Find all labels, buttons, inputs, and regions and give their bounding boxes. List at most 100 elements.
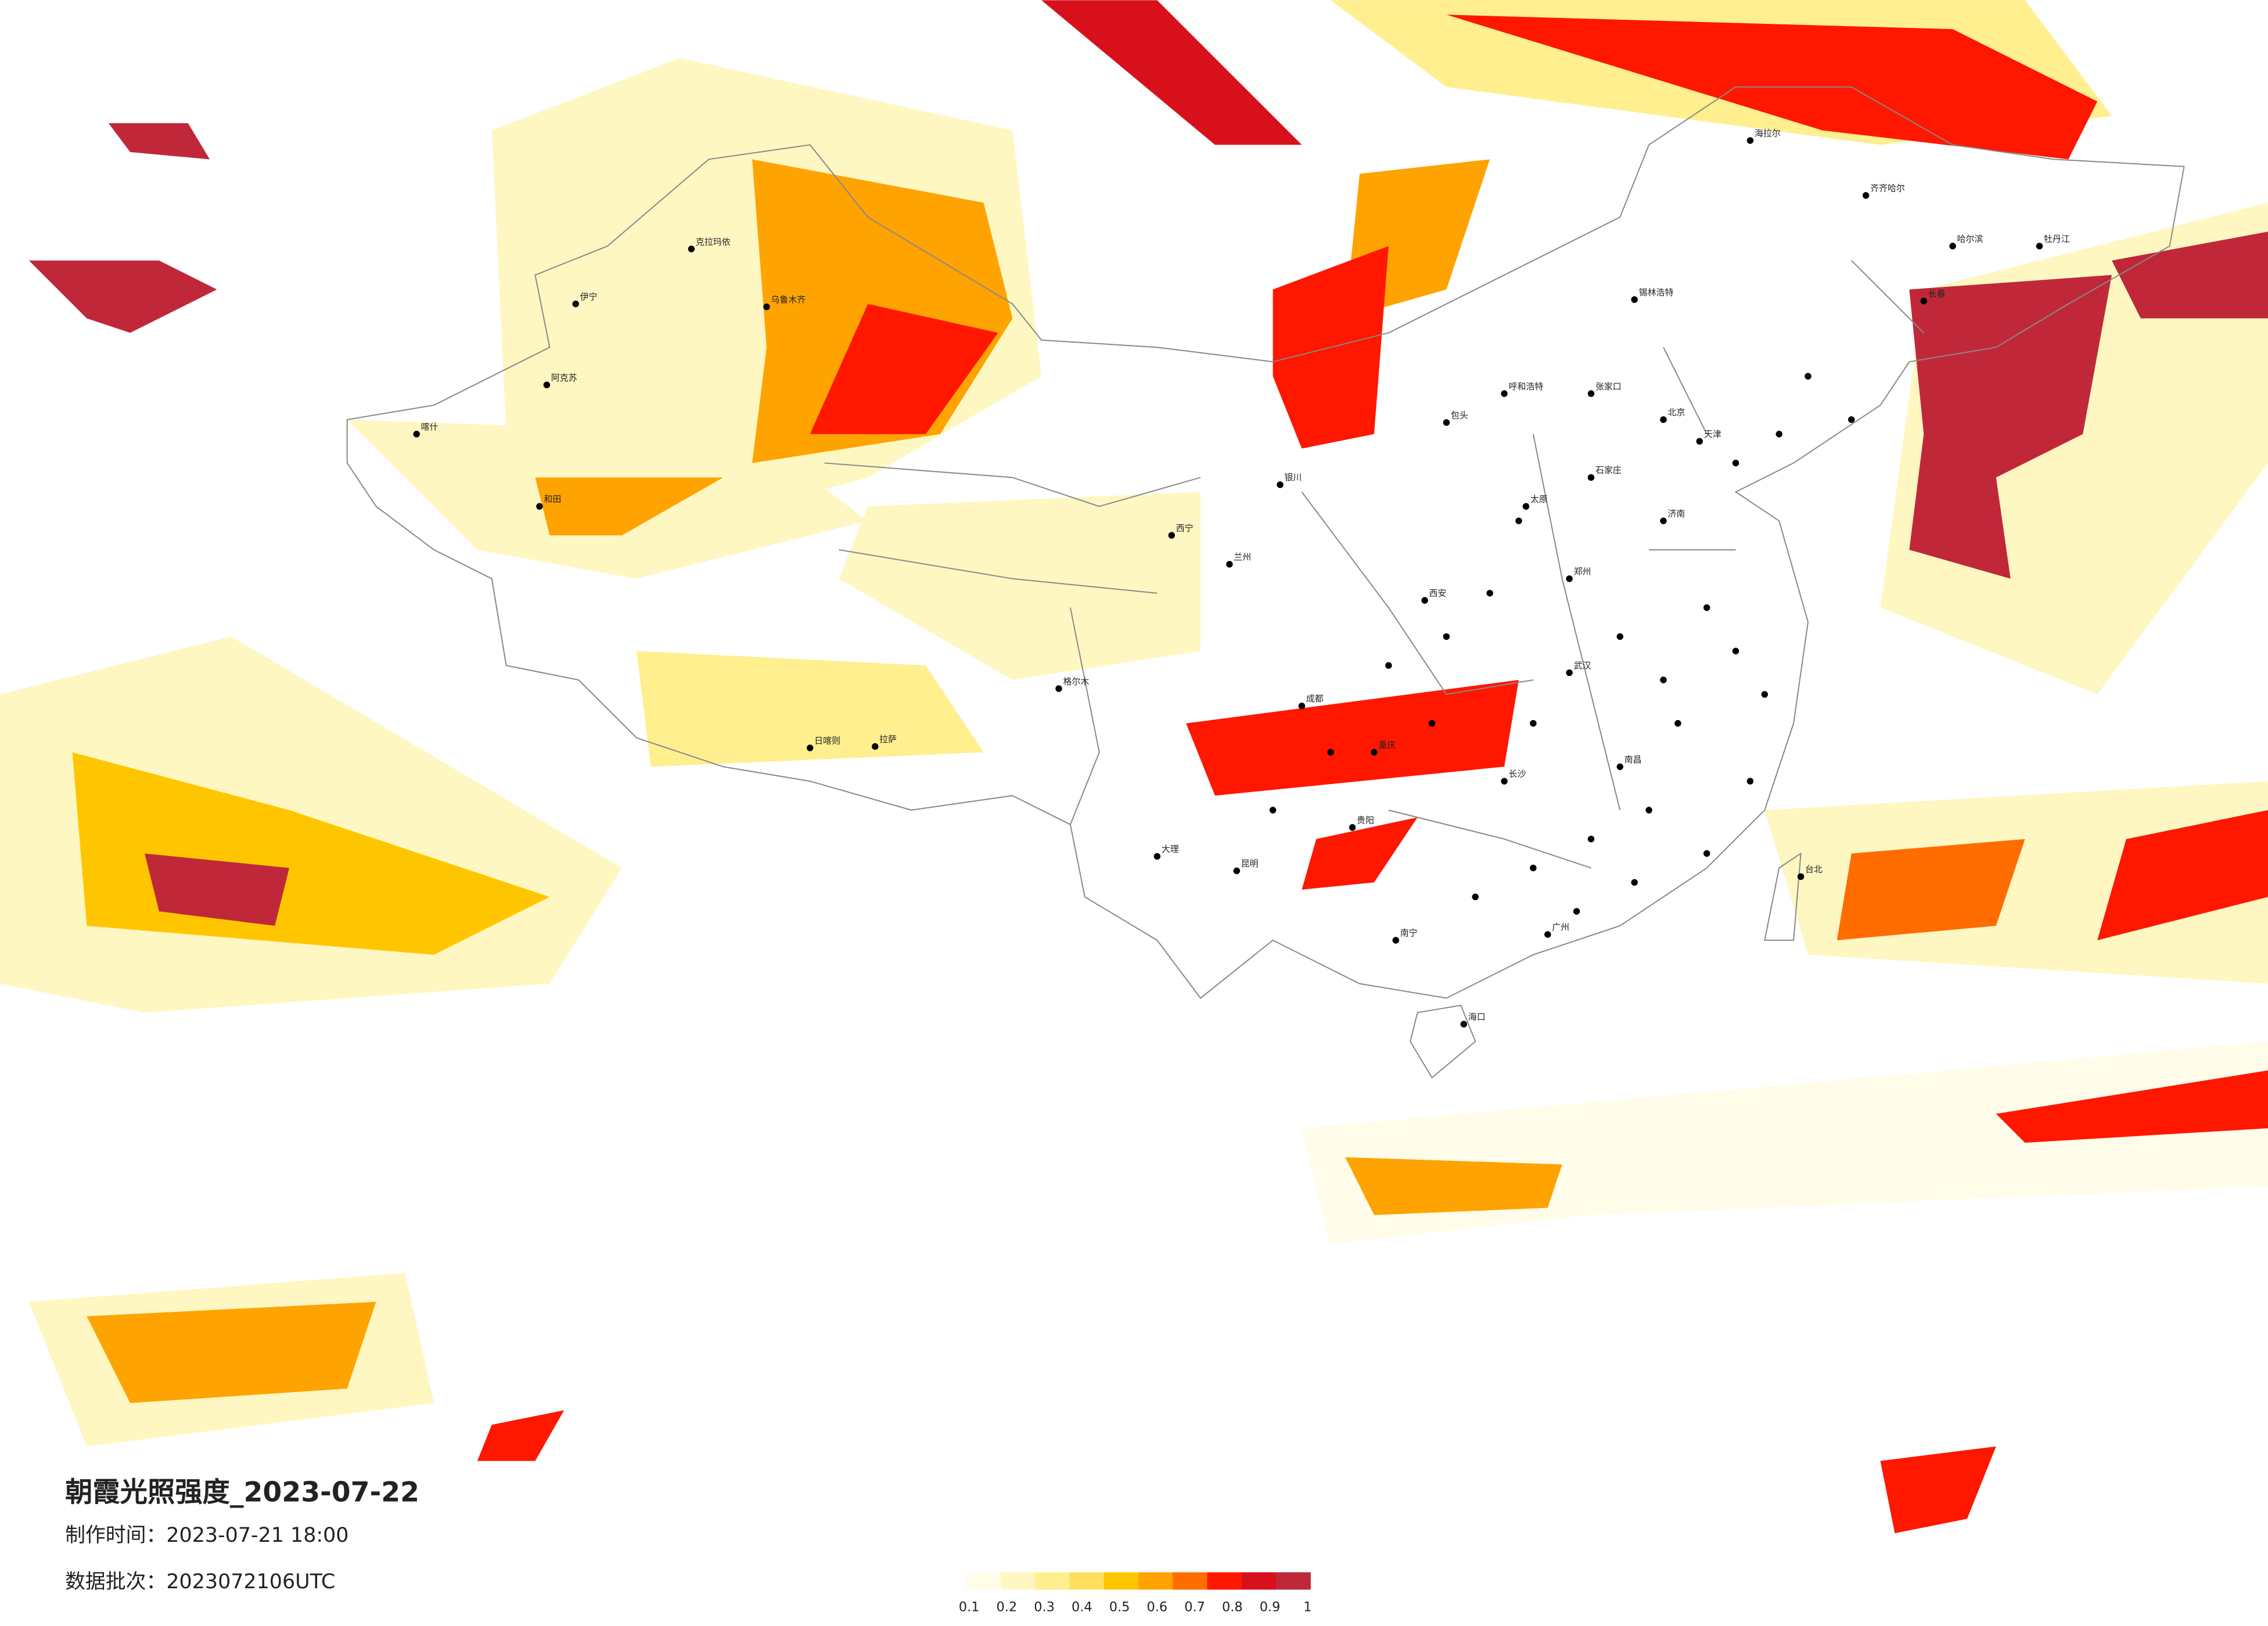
legend-label: 0.8 bbox=[1222, 1600, 1243, 1615]
city-dot bbox=[1153, 852, 1161, 860]
orange-area bbox=[535, 477, 724, 535]
city-dot bbox=[763, 303, 770, 311]
legend-swatch bbox=[1173, 1572, 1208, 1590]
legend-swatch bbox=[1069, 1572, 1105, 1590]
city-dot bbox=[572, 300, 579, 308]
city-dot bbox=[1392, 937, 1399, 944]
city-dot bbox=[1443, 419, 1450, 426]
city-label: 张家口 bbox=[1595, 381, 1622, 391]
city-label: 海口 bbox=[1468, 1012, 1486, 1022]
city-label: 喀什 bbox=[421, 422, 438, 432]
borders bbox=[346, 86, 2185, 1079]
red-area bbox=[1186, 679, 1519, 796]
city-dot bbox=[806, 744, 814, 751]
city-dot bbox=[1660, 517, 1667, 524]
city-label: 包头 bbox=[1451, 410, 1468, 420]
city-dot bbox=[1349, 824, 1356, 831]
city-label: 长春 bbox=[1928, 289, 1946, 299]
city-dot bbox=[1277, 481, 1284, 488]
legend-swatch bbox=[1207, 1572, 1242, 1590]
city-label: 伊宁 bbox=[580, 292, 598, 302]
city-dot bbox=[1460, 1020, 1468, 1028]
orange-area bbox=[1836, 839, 2025, 941]
city-label: 重庆 bbox=[1378, 740, 1396, 750]
legend-label: 0.2 bbox=[997, 1600, 1018, 1615]
city-dot bbox=[1746, 778, 1754, 785]
city-label: 大理 bbox=[1162, 844, 1179, 854]
city-dot bbox=[1371, 749, 1378, 756]
legend-swatch bbox=[1000, 1572, 1036, 1590]
city-label: 昆明 bbox=[1241, 858, 1259, 869]
city-label: 成都 bbox=[1306, 693, 1324, 704]
city-dot bbox=[1587, 390, 1595, 397]
legend-label: 0.6 bbox=[1147, 1600, 1168, 1615]
city-dot bbox=[1233, 867, 1241, 875]
city-dot bbox=[1660, 416, 1667, 423]
city-dot bbox=[1797, 873, 1805, 880]
intensity-field bbox=[0, 0, 2268, 1534]
city-dot bbox=[688, 246, 695, 253]
city-label: 拉萨 bbox=[879, 734, 897, 744]
haze-area bbox=[839, 492, 1201, 680]
legend-label: 0.3 bbox=[1034, 1600, 1055, 1615]
legend-label: 1 bbox=[1303, 1600, 1311, 1615]
city-label: 阿克苏 bbox=[551, 372, 577, 383]
city-dot bbox=[1616, 633, 1624, 640]
city-dot bbox=[1566, 669, 1573, 677]
city-dot bbox=[1805, 373, 1811, 380]
city-dot bbox=[1566, 575, 1573, 582]
haze-area bbox=[1302, 1041, 2268, 1244]
red-area bbox=[810, 304, 998, 434]
red-area bbox=[2112, 231, 2268, 319]
city-label: 南昌 bbox=[1624, 754, 1642, 765]
city-label: 哈尔滨 bbox=[1957, 233, 1983, 244]
city-label: 北京 bbox=[1667, 407, 1685, 418]
city-dot bbox=[1746, 137, 1754, 144]
city-dot bbox=[1544, 931, 1551, 938]
legend-label: 0.4 bbox=[1072, 1600, 1092, 1615]
city-dot bbox=[1703, 850, 1710, 857]
country-border bbox=[346, 86, 2185, 999]
city-dot bbox=[1862, 192, 1870, 199]
city-label: 西宁 bbox=[1176, 523, 1194, 533]
city-label: 牡丹江 bbox=[2044, 233, 2070, 244]
city-dot bbox=[1732, 647, 1739, 654]
city-label: 南宁 bbox=[1400, 928, 1418, 938]
city-dot bbox=[1949, 243, 1956, 250]
red-area bbox=[1880, 1446, 1996, 1534]
city-label: 齐齐哈尔 bbox=[1870, 183, 1905, 193]
city-dot bbox=[1761, 691, 1769, 698]
city-dot bbox=[1472, 893, 1479, 901]
legend-swatch bbox=[1276, 1572, 1311, 1590]
city-label: 银川 bbox=[1285, 472, 1302, 483]
city-dot bbox=[871, 743, 879, 750]
city-dot bbox=[536, 503, 543, 510]
city-dot bbox=[1428, 720, 1436, 727]
city-dot bbox=[1515, 517, 1522, 524]
city-label: 石家庄 bbox=[1595, 465, 1622, 476]
city-dot bbox=[413, 430, 420, 438]
legend-swatch bbox=[1035, 1572, 1070, 1590]
legend-label: 0.1 bbox=[959, 1600, 980, 1615]
city-label: 武汉 bbox=[1574, 660, 1591, 671]
city-dot bbox=[1920, 297, 1928, 305]
city-label: 日喀则 bbox=[814, 735, 840, 746]
legend-label: 0.5 bbox=[1109, 1600, 1130, 1615]
city-dot bbox=[1530, 720, 1537, 727]
city-dot bbox=[1674, 720, 1681, 727]
city-label: 长沙 bbox=[1509, 769, 1526, 779]
city-dot bbox=[1631, 879, 1638, 886]
city-dot bbox=[1848, 416, 1855, 423]
province-border bbox=[824, 260, 1924, 869]
city-label: 锡林浩特 bbox=[1639, 287, 1674, 297]
city-label: 和田 bbox=[544, 494, 561, 505]
city-dot bbox=[1385, 662, 1392, 669]
city-dot bbox=[1168, 532, 1175, 539]
red-area bbox=[145, 853, 290, 926]
red-area bbox=[1302, 817, 1418, 890]
city-label: 克拉玛依 bbox=[696, 236, 731, 247]
city-label: 广州 bbox=[1552, 922, 1569, 933]
red-area bbox=[1041, 0, 1302, 145]
orange-area bbox=[87, 1301, 376, 1404]
